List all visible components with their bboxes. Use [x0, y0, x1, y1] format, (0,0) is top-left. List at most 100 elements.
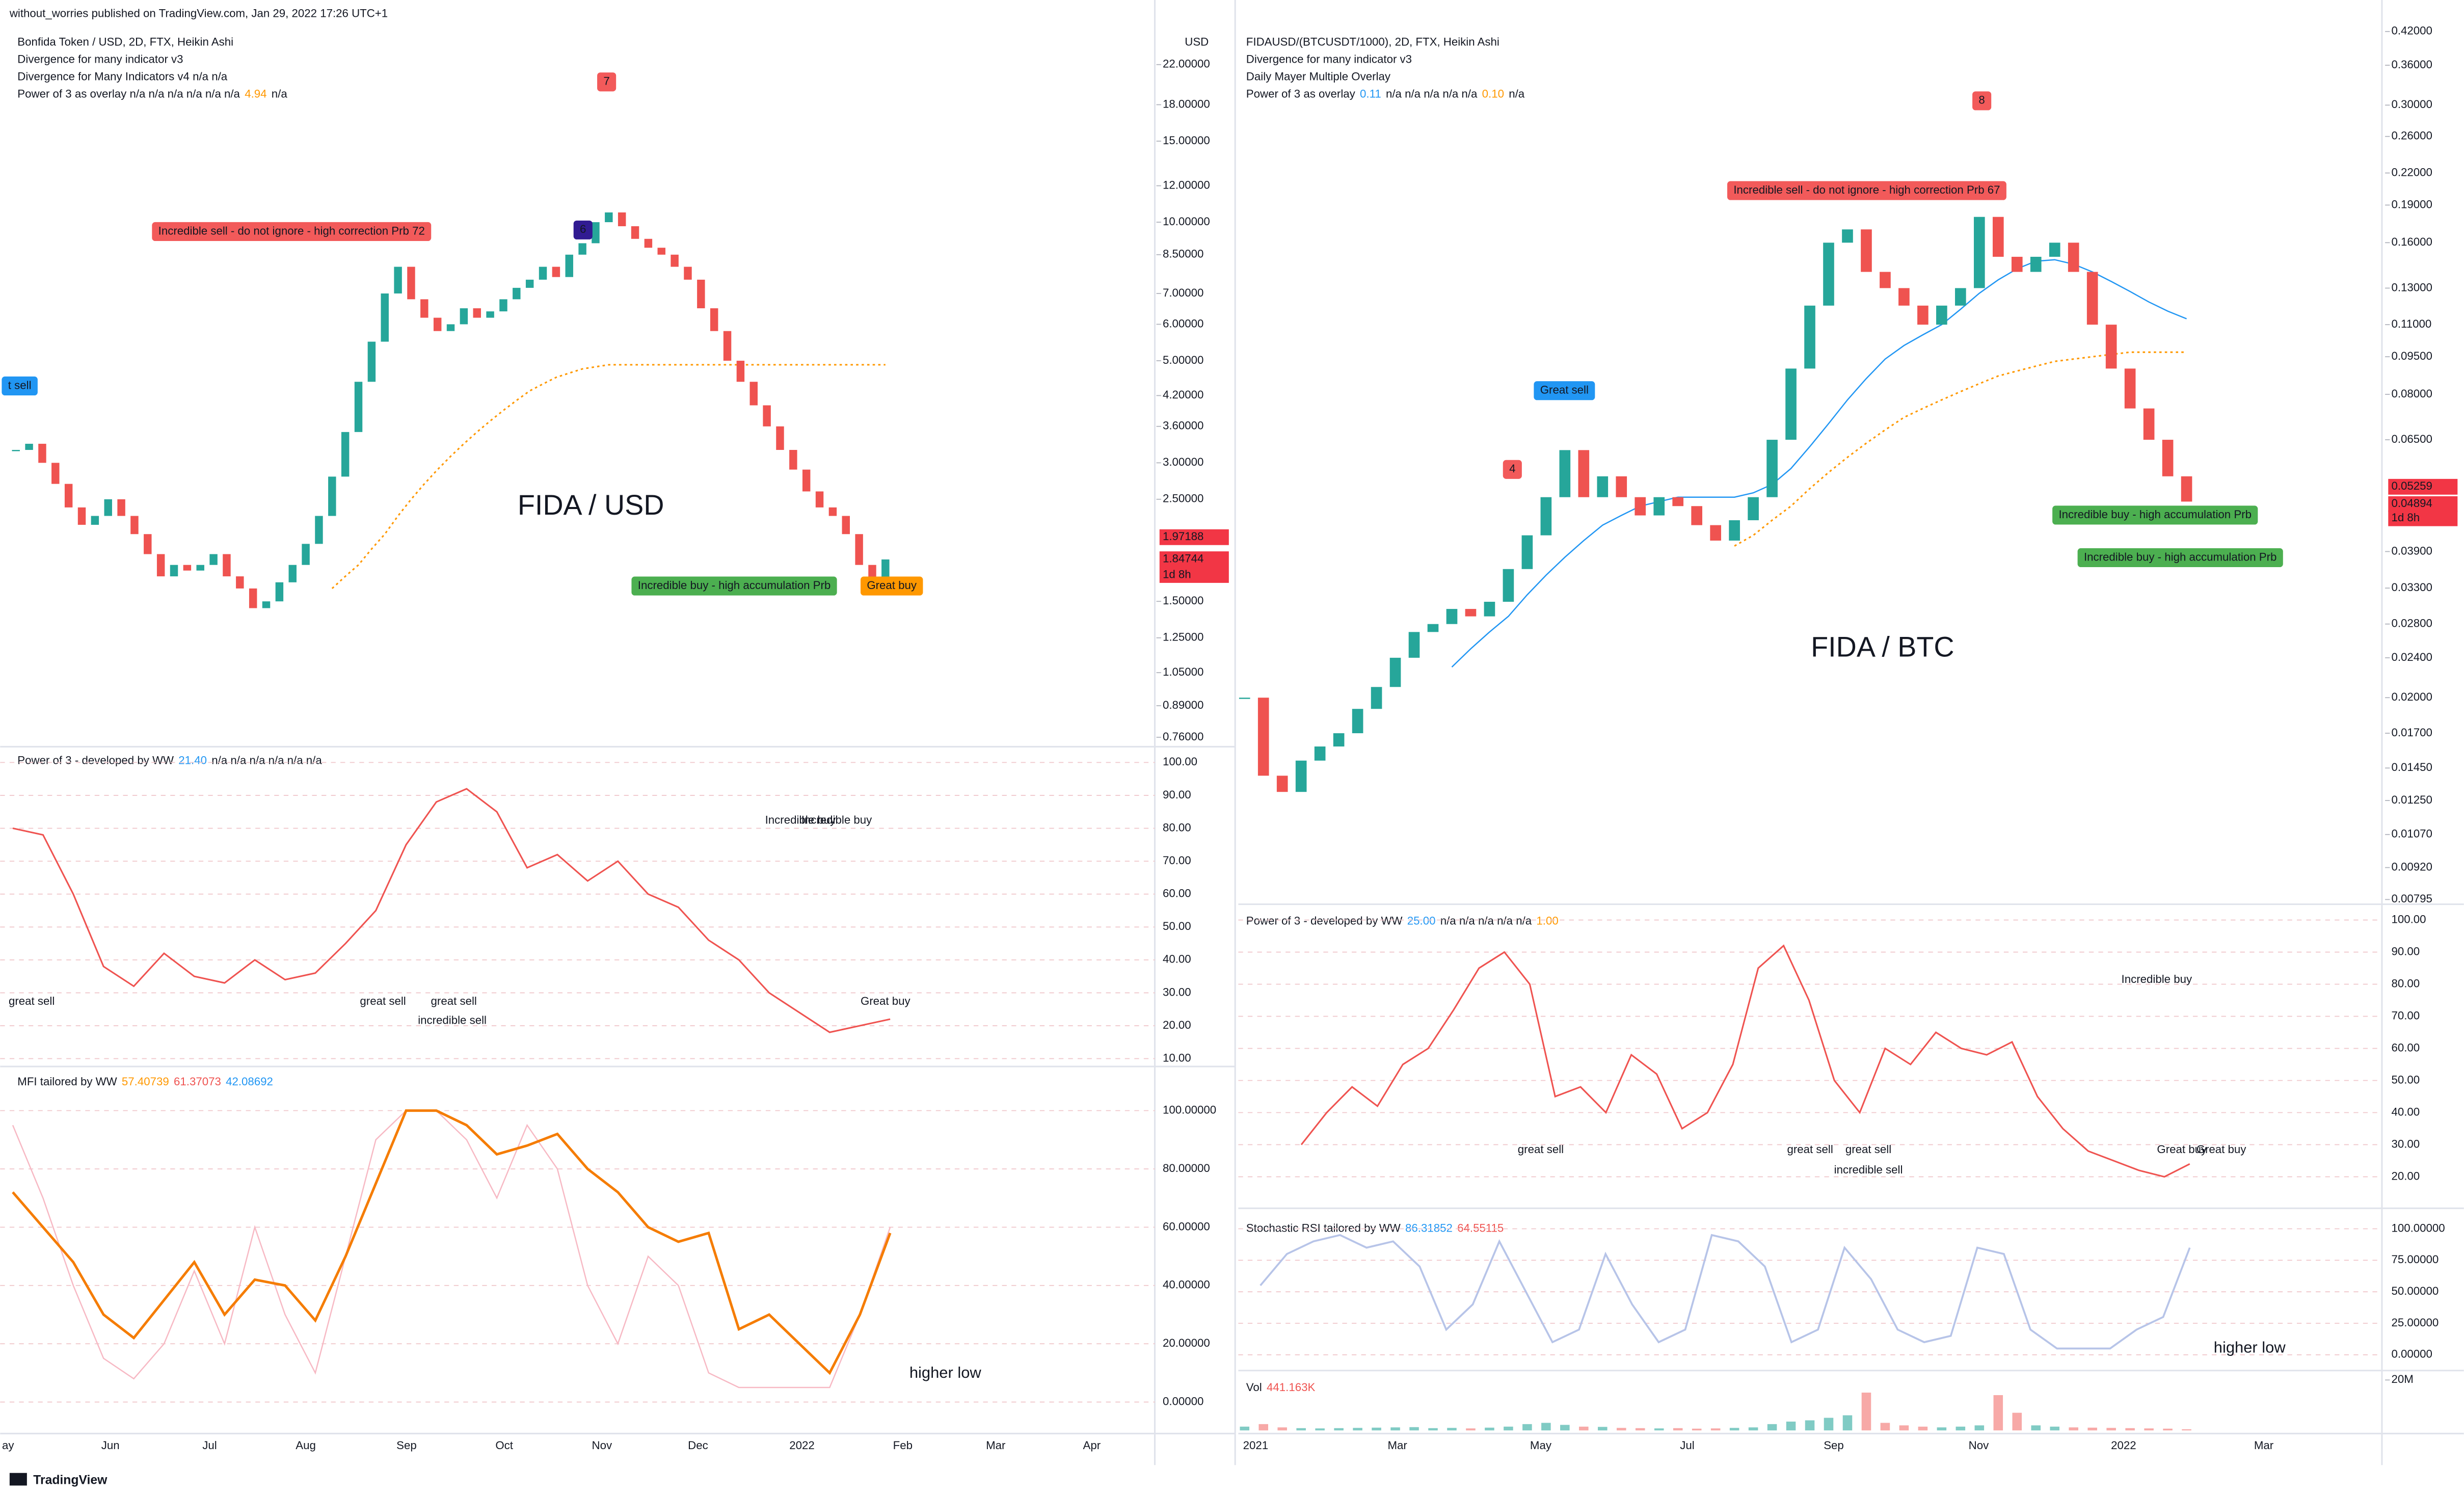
x-tick-label: Mar: [1387, 1439, 1407, 1452]
annotation-label: t sell: [8, 379, 32, 391]
legend: Power of 3 - developed by WW 21.40 n/a n/a…: [17, 754, 322, 766]
volume-bar: [1504, 1426, 1513, 1431]
y-tick-label: 0.36000: [2391, 58, 2432, 71]
candle: [1804, 305, 1815, 369]
candle: [1710, 525, 1721, 541]
candle: [802, 469, 811, 492]
legend-part: 61.37073: [174, 1075, 221, 1088]
annotation-text: great sell: [1787, 1143, 1833, 1156]
candle: [12, 449, 20, 451]
volume-bar: [1767, 1424, 1777, 1431]
legend: Stochastic RSI tailored by WW 86.31852 64.…: [1246, 1221, 1504, 1234]
annotation-box: [2077, 548, 2283, 568]
y-tick-label: 0.22000: [2391, 166, 2432, 178]
candle: [38, 443, 46, 463]
price-tag-text: 1.84744: [1163, 552, 1203, 565]
series-line: [1451, 259, 2187, 668]
annotation-text: Incredible buy: [2122, 973, 2192, 985]
y-tick-label: 3.60000: [1163, 419, 1203, 432]
volume-bar: [1824, 1418, 1834, 1431]
candle: [763, 405, 771, 426]
price-tag-text: 0.05259: [2391, 479, 2432, 492]
candle: [1748, 497, 1759, 520]
annotation-text: Incredible buy: [765, 814, 836, 826]
y-tick-label: 40.00: [2391, 1105, 2420, 1118]
volume-bar: [1447, 1428, 1457, 1431]
y-tick-label: 18.00000: [1163, 97, 1210, 110]
annotation-box: [573, 220, 593, 239]
candle: [236, 576, 244, 589]
legend-part: Bonfida Token / USD, 2D, FTX, Heikin Ash…: [17, 35, 233, 48]
volume-bar: [1258, 1424, 1268, 1431]
candle: [552, 266, 560, 277]
y-tick-label: 3.00000: [1163, 456, 1203, 468]
annotation-text: higher low: [2214, 1339, 2286, 1356]
y-tick-label: 4.20000: [1163, 388, 1203, 401]
candle: [499, 299, 507, 312]
annotation-text: great sell: [1518, 1143, 1564, 1156]
candle: [592, 222, 600, 244]
y-tick-label: 40.00000: [1163, 1278, 1210, 1291]
annotation-label: Incredible buy - high accumulation Prb: [2058, 508, 2251, 521]
candle: [513, 287, 521, 300]
y-tick-label: 50.00: [1163, 920, 1191, 932]
legend-part: n/a: [272, 87, 288, 100]
legend-part: Vol: [1246, 1381, 1262, 1394]
legend-part: 57.40739: [122, 1075, 169, 1088]
y-tick-label: 0.03300: [2391, 581, 2432, 594]
volume-bar: [1673, 1428, 1683, 1431]
logo: [9, 1473, 27, 1486]
legend-part: 21.40: [178, 754, 207, 766]
annotation-box: [1534, 381, 1595, 401]
currency: USD: [1185, 35, 1209, 48]
y-tick-label: 0.06500: [2391, 433, 2432, 445]
legend-part: n/a n/a n/a n/a n/a: [1440, 915, 1532, 927]
candle: [2086, 272, 2098, 325]
annotation-text: Incredible buy: [801, 814, 872, 826]
legend-part: 1.00: [1536, 915, 1558, 927]
candle: [1484, 601, 1495, 617]
price-tag: [1159, 529, 1229, 545]
candle: [249, 588, 257, 608]
y-tick-label: 0.26000: [2391, 129, 2432, 142]
volume-bar: [1861, 1393, 1871, 1431]
candle: [1578, 450, 1590, 497]
candle: [341, 432, 350, 477]
x-tick-label: 2022: [789, 1439, 814, 1452]
annotation-text: great sell: [360, 995, 406, 1007]
x-tick-label: Sep: [396, 1439, 417, 1452]
volume-bar: [1240, 1426, 1250, 1431]
annotation-box: [2052, 505, 2258, 525]
annotation-text: Great buy: [861, 995, 911, 1007]
candle: [1672, 497, 1684, 506]
candle: [420, 299, 428, 318]
annotation-box: [152, 222, 432, 242]
candle: [1653, 497, 1665, 516]
candle: [525, 279, 534, 288]
volume-bar: [1729, 1428, 1739, 1431]
annotation-text: higher low: [909, 1364, 982, 1381]
y-tick-label: 1.05000: [1163, 665, 1203, 678]
y-tick-label: 70.00: [2391, 1009, 2420, 1022]
series-line: [12, 788, 891, 1033]
y-tick-label: 0.03900: [2391, 544, 2432, 557]
y-tick-label: 60.00: [2391, 1041, 2420, 1054]
candle: [657, 248, 665, 255]
candle: [407, 266, 415, 300]
legend-part: n/a n/a n/a n/a n/a: [1386, 87, 1478, 100]
y-tick-label: 0.89000: [1163, 699, 1203, 711]
annotation-text: Great buy: [2197, 1143, 2247, 1156]
annotation-label: 7: [603, 75, 609, 88]
legend-part: 86.31852: [1405, 1221, 1453, 1234]
candle: [578, 243, 586, 255]
y-tick-label: 0.01070: [2391, 827, 2432, 840]
legend-part: Power of 3 - developed by WW: [1246, 915, 1403, 927]
y-tick-label: 20.00: [1163, 1019, 1191, 1031]
legend-part: 441.163K: [1267, 1381, 1315, 1394]
y-tick-label: 0.01250: [2391, 793, 2432, 806]
annotation-text: great sell: [9, 995, 55, 1007]
candle: [1973, 217, 1985, 288]
candle: [367, 341, 376, 382]
candle: [1427, 624, 1439, 632]
